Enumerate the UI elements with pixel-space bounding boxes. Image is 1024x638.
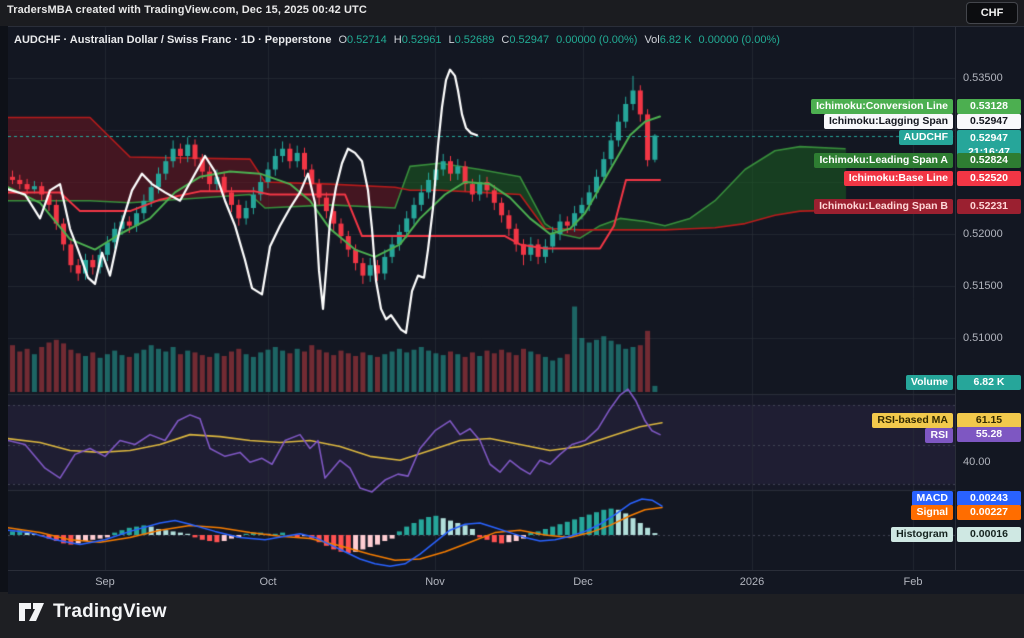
- ichimoku-conversion-value: 0.53128: [957, 99, 1021, 114]
- time-axis[interactable]: Sep Oct Nov Dec 2026 Feb: [8, 570, 1024, 594]
- tradingview-logo-icon: [19, 603, 44, 621]
- ichimoku-lagging-tag: Ichimoku:Lagging Span: [823, 114, 953, 129]
- histogram-value: 0.00016: [957, 527, 1021, 542]
- time-tick-2026: 2026: [739, 576, 765, 588]
- high-value: 0.52961: [401, 34, 442, 46]
- time-tick-sep: Sep: [95, 576, 115, 588]
- price-tick-51000: 0.51000: [963, 332, 1003, 344]
- time-tick-feb: Feb: [903, 576, 923, 588]
- ichimoku-span-b-value: 0.52231: [957, 199, 1021, 214]
- macd-tag: MACD: [911, 491, 953, 506]
- rsi-tag: RSI: [925, 428, 953, 443]
- histogram-tag: Histogram: [891, 527, 953, 542]
- volume-value: 6.82 K: [659, 34, 692, 46]
- low-label: L: [448, 34, 455, 46]
- low-value: 0.52689: [454, 34, 495, 46]
- volume-tag: Volume: [905, 375, 953, 390]
- ichimoku-span-a-value: 0.52824: [957, 153, 1021, 168]
- change-value: 0.00000 (0.00%): [556, 34, 638, 46]
- rsi-ma-tag: RSI-based MA: [872, 413, 953, 428]
- price-tick-53500: 0.53500: [963, 72, 1003, 84]
- ichimoku-base-line-value: 0.52520: [957, 171, 1021, 186]
- time-tick-dec: Dec: [573, 576, 593, 588]
- price-chart-canvas[interactable]: [8, 27, 955, 570]
- close-label: C: [501, 34, 510, 46]
- volume-value-box: 6.82 K: [957, 375, 1021, 390]
- time-tick-oct: Oct: [259, 576, 277, 588]
- rsi-ma-value: 61.15: [957, 413, 1021, 428]
- macd-value: 0.00243: [957, 491, 1021, 506]
- ichimoku-base-line-tag: Ichimoku:Base Line: [843, 171, 953, 186]
- footer-bar: TradingView: [0, 592, 1024, 638]
- volume-label: Vol: [644, 34, 660, 46]
- price-tick-52000: 0.52000: [963, 228, 1003, 240]
- symbol-legend: AUDCHF · Australian Dollar / Swiss Franc…: [14, 34, 780, 46]
- ichimoku-span-b-tag: Ichimoku:Leading Span B: [814, 199, 953, 214]
- signal-value: 0.00227: [957, 505, 1021, 520]
- close-value: 0.52947: [509, 34, 550, 46]
- attribution-bar: TradersMBA created with TradingView.com,…: [0, 0, 1024, 26]
- time-tick-nov: Nov: [425, 576, 445, 588]
- attribution-text: TradersMBA created with TradingView.com,…: [7, 4, 367, 16]
- high-label: H: [393, 34, 402, 46]
- symbol-price-tag: AUDCHF: [898, 130, 953, 145]
- symbol-title[interactable]: AUDCHF · Australian Dollar / Swiss Franc…: [14, 34, 332, 46]
- ichimoku-lagging-value: 0.52947: [957, 114, 1021, 129]
- last-price: 0.52947: [970, 132, 1008, 144]
- tradingview-logo[interactable]: TradingView: [18, 601, 167, 623]
- chart-window: AUDCHF · Australian Dollar / Swiss Franc…: [8, 26, 1024, 594]
- volume-change-value: 0.00000 (0.00%): [698, 34, 780, 46]
- rsi-tick-40: 40.00: [963, 456, 991, 468]
- tradingview-logo-text: TradingView: [53, 601, 167, 622]
- open-value: 0.52714: [347, 34, 387, 46]
- open-label: O: [338, 34, 347, 46]
- price-tick-51500: 0.51500: [963, 280, 1003, 292]
- left-gutter: [0, 26, 8, 592]
- rsi-value: 55.28: [957, 427, 1021, 442]
- ichimoku-conversion-tag: Ichimoku:Conversion Line: [811, 99, 953, 114]
- ichimoku-span-a-tag: Ichimoku:Leading Span A: [814, 153, 953, 168]
- signal-tag: Signal: [911, 505, 953, 520]
- quote-currency-button[interactable]: CHF: [966, 2, 1018, 24]
